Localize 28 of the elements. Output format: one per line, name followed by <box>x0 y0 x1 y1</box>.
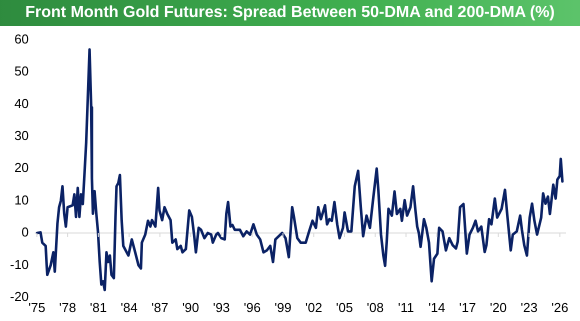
y-tick-label: 10 <box>14 192 29 208</box>
x-tick-label: '96 <box>244 300 261 315</box>
x-tick-label: '84 <box>120 300 138 315</box>
x-tick-label: '93 <box>212 300 230 315</box>
x-tick-label: '14 <box>428 300 446 315</box>
x-tick-label: '23 <box>520 300 538 315</box>
x-tick-label: '87 <box>151 300 168 315</box>
y-tick-label: 40 <box>14 96 29 111</box>
x-tick-label: '99 <box>274 300 292 315</box>
x-tick-label: '08 <box>366 300 384 315</box>
y-tick-label: -10 <box>10 256 29 272</box>
x-tick-label: '81 <box>90 300 107 315</box>
y-tick-label: 0 <box>22 224 29 240</box>
x-tick-label: '75 <box>28 300 46 315</box>
x-tick-label: '78 <box>59 300 76 315</box>
y-tick-label: 30 <box>14 128 29 143</box>
y-tick-label: 60 <box>14 31 29 46</box>
y-tick-label: -20 <box>10 288 29 304</box>
y-tick-label: 20 <box>14 160 29 176</box>
x-tick-label: '26 <box>551 300 568 315</box>
x-tick-label: '02 <box>305 300 322 315</box>
x-tick-label: '20 <box>490 300 507 315</box>
x-tick-label: '17 <box>459 300 476 315</box>
x-tick-label: '11 <box>398 300 414 315</box>
x-tick-label: '90 <box>182 300 200 315</box>
x-tick-label: '05 <box>336 300 353 315</box>
chart-title: Front Month Gold Futures: Spread Between 50-DMA and 200-DMA (%) <box>0 0 580 26</box>
y-tick-label: 50 <box>14 64 29 79</box>
